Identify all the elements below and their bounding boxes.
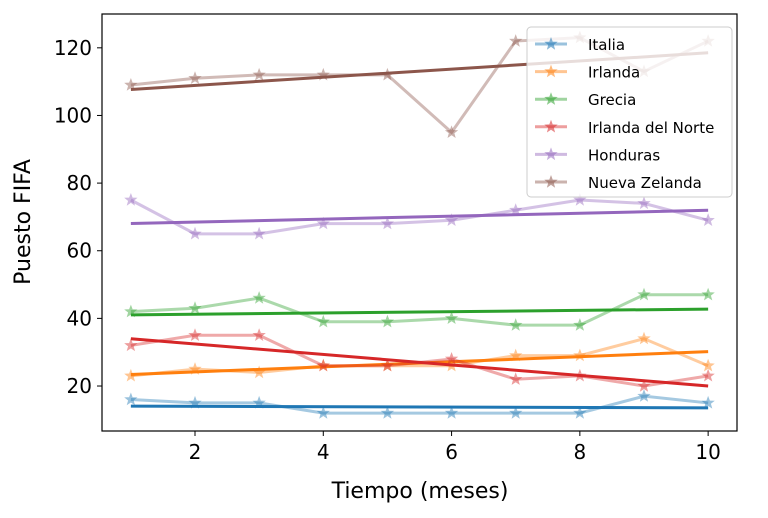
y-tick-label: 80 [67,171,92,195]
x-tick-label: 2 [189,440,202,464]
y-tick-label: 100 [54,103,92,127]
data-point-grecia [573,318,587,331]
x-axis-label: Tiempo (meses) [331,479,509,504]
data-point-italia [188,395,202,409]
data-point-irlanda [637,331,651,345]
y-tick-label: 20 [67,374,92,398]
legend-label: Irlanda [588,64,640,82]
data-point-grecia [252,291,266,304]
data-point-honduras [252,226,266,240]
data-point-honduras [509,203,523,216]
data-point-irlanda [573,348,587,362]
data-point-nueva-zelanda [188,71,202,84]
data-point-italia [316,406,330,419]
trend-line-irlanda-del-norte [130,337,709,388]
data-point-irlanda-del-norte [701,368,715,382]
data-point-grecia [316,314,330,328]
data-point-irlanda [188,362,202,375]
data-point-nueva-zelanda [252,67,266,81]
y-tick-label: 40 [67,306,92,330]
data-point-italia [509,406,523,419]
legend-label: Italia [588,36,625,54]
data-point-irlanda-del-norte [509,372,523,385]
data-point-grecia [701,287,715,301]
legend-label: Honduras [588,146,660,164]
data-point-irlanda-del-norte [188,328,202,341]
y-axis-label: Puesto FIFA [11,159,36,285]
data-point-nueva-zelanda [316,67,330,81]
y-tick-label: 120 [54,36,92,60]
data-point-italia [380,406,395,419]
data-point-irlanda-del-norte [380,358,395,372]
data-point-irlanda [252,365,266,379]
data-point-irlanda-del-norte [252,328,266,341]
data-point-italia [124,392,138,406]
x-tick-label: 4 [317,440,330,464]
data-point-honduras [188,226,202,240]
legend-star-icon [544,64,558,78]
data-point-irlanda [124,368,138,382]
data-point-grecia [124,304,138,318]
legend-label: Grecia [588,91,636,109]
legend-label: Nueva Zelanda [588,174,702,192]
data-point-honduras [380,216,395,230]
legend-entry: Honduras [535,146,660,164]
legend-star-icon [544,119,558,133]
legend-label: Irlanda del Norte [588,119,714,137]
data-point-italia [444,406,459,419]
data-point-grecia [509,318,523,331]
data-point-italia [701,395,715,409]
data-point-irlanda-del-norte [637,379,651,392]
trend-line-grecia [130,307,709,317]
axes-frame [101,13,738,432]
data-point-nueva-zelanda [509,34,523,47]
data-point-irlanda [509,348,523,362]
data-point-grecia [188,301,202,314]
legend-star-icon [544,147,558,161]
x-tick-label: 8 [573,440,586,464]
data-point-irlanda [701,358,715,372]
data-point-honduras [637,196,651,210]
trend-line-italia [130,404,709,410]
data-point-nueva-zelanda [124,78,138,91]
legend-entry: Grecia [535,91,636,109]
legend-entry: Italia [535,36,625,54]
data-point-honduras [701,213,715,226]
data-point-honduras [573,193,587,206]
legend-star-icon [544,92,558,105]
x-tick-label: 10 [695,440,720,464]
plot-area [124,30,715,419]
legend-entry: Irlanda del Norte [535,119,714,137]
axis-ticks: 2 4 6 8 10 20 40 60 80 100 120 [54,36,721,464]
data-point-nueva-zelanda [444,125,459,138]
data-point-grecia [637,287,651,301]
data-point-italia [252,395,266,409]
x-tick-label: 6 [445,440,458,464]
legend-star-icon [544,175,558,188]
data-point-honduras [444,213,459,226]
legend: Italia Irlanda Grecia Irlanda del Norte Hond… [526,26,733,198]
legend-entry: Irlanda [535,64,640,82]
data-point-irlanda-del-norte [444,352,459,365]
legend-entry: Nueva Zelanda [535,174,702,192]
y-tick-label: 60 [67,239,92,263]
data-point-grecia [444,311,459,324]
data-point-italia [637,389,651,402]
data-point-honduras [316,216,330,230]
legend-box [526,26,733,198]
series-line-honduras [130,198,709,236]
data-point-irlanda-del-norte [124,338,138,352]
series-line-italia [130,394,709,415]
data-point-irlanda-del-norte [316,358,330,372]
data-point-italia [573,406,587,419]
data-point-honduras [124,193,138,206]
data-point-grecia [380,314,395,328]
legend-star-icon [544,37,558,50]
data-point-irlanda [316,358,330,372]
trend-line-honduras [130,208,709,226]
